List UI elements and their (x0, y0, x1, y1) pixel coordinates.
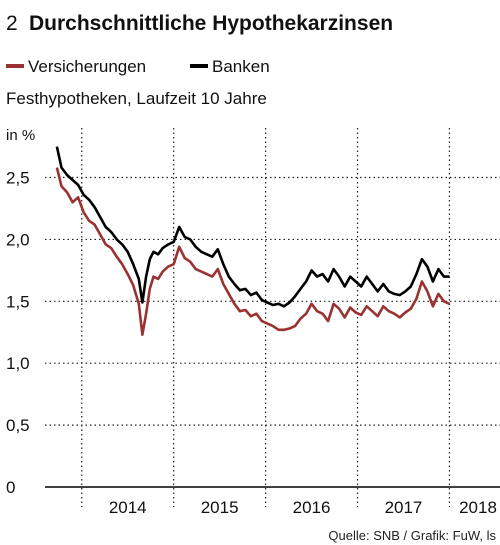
y-tick-label: 2,0 (6, 230, 30, 249)
chart-subtitle: Festhypotheken, Laufzeit 10 Jahre (6, 89, 267, 108)
source-note: Quelle: SNB / Grafik: FuW, ls (328, 528, 496, 543)
series-lines (55, 146, 450, 337)
chart-title: Durchschnittliche Hypothekarzinsen (29, 12, 393, 35)
x-tick-label: 2015 (201, 498, 239, 517)
x-tick-labels: 2014 2015 2016 2017 2018 (109, 498, 497, 517)
y-tick-label: 0,5 (6, 416, 30, 435)
y-tick-label: 0 (6, 478, 15, 497)
y-tick-labels: 0 0,5 1,0 1,5 2,0 2,5 (6, 169, 30, 497)
x-tick-label: 2014 (109, 498, 147, 517)
x-tick-label: 2016 (293, 498, 331, 517)
y-tick-label: 2,5 (6, 169, 30, 188)
y-tick-label: 1,0 (6, 354, 30, 373)
series-line-banken (55, 146, 450, 308)
y-tick-label: 1,5 (6, 292, 30, 311)
legend: Versicherungen Banken (6, 57, 270, 76)
legend-label-versicherungen: Versicherungen (28, 57, 146, 76)
legend-label-banken: Banken (212, 57, 270, 76)
x-tick-label: 2018 (459, 498, 497, 517)
chart-number: 2 (6, 12, 18, 35)
series-line-versicherungen (55, 167, 450, 337)
x-tick-label: 2017 (385, 498, 423, 517)
grid (45, 128, 500, 507)
unit-label: in % (6, 127, 35, 144)
